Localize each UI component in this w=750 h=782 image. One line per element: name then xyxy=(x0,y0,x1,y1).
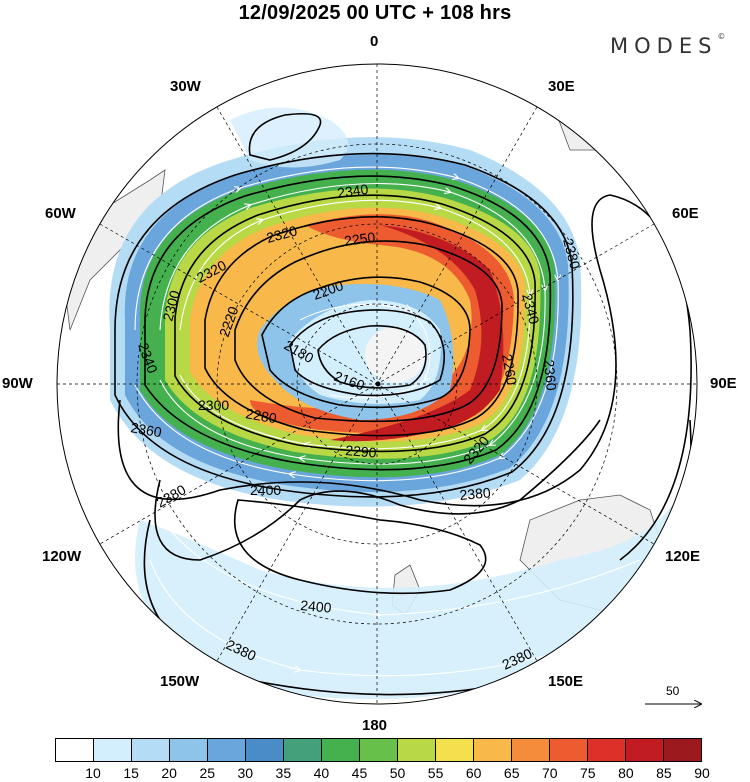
colorbar-tick-label: 70 xyxy=(541,765,558,781)
contour-label: 2300 xyxy=(159,288,183,322)
colorbar-swatch xyxy=(94,739,132,761)
colorbar-tick-label: 75 xyxy=(580,765,596,781)
contour-label: 2250 xyxy=(343,229,376,249)
colorbar-swatch xyxy=(664,739,701,761)
vector-scale-arrow-icon xyxy=(645,698,705,710)
colorbar-swatch xyxy=(398,739,436,761)
brand-name: MODES xyxy=(610,34,718,58)
colorbar-tick-label: 35 xyxy=(275,765,292,781)
colorbar-tick-label: 25 xyxy=(199,765,216,781)
colorbar-tick-label: 65 xyxy=(503,765,520,781)
colorbar-tick-label: 60 xyxy=(465,765,482,781)
contour-label: 2340 xyxy=(336,181,369,201)
pole-marker xyxy=(375,381,381,387)
colorbar-swatch xyxy=(550,739,588,761)
contour-label: 2360 xyxy=(129,419,163,440)
colorbar-swatch xyxy=(588,739,626,761)
contour-label: 2340 xyxy=(519,292,543,326)
streamline-5 xyxy=(169,529,641,615)
height-contours xyxy=(114,112,692,696)
lon-label-0: 0 xyxy=(370,33,379,50)
contour-label-group: 2340 2320 2250 2320 2200 2380 2340 2300 … xyxy=(129,181,583,673)
contour-2340 xyxy=(114,152,574,498)
colorbar-tick-label: 40 xyxy=(313,765,330,781)
streamline-3 xyxy=(134,166,558,482)
colorbar-swatch xyxy=(436,739,474,761)
contour-label: 2380 xyxy=(459,484,492,503)
contour-2400 xyxy=(233,499,487,595)
colorbar-swatch xyxy=(56,739,94,761)
colorbar-tick-label: 85 xyxy=(656,765,672,781)
colorbar-tick-label: 45 xyxy=(351,765,368,781)
lon-label-150w: 150W xyxy=(160,673,200,690)
contour-2250 xyxy=(234,240,503,423)
vector-scale-label: 50 xyxy=(666,684,680,698)
colorbar-tick-label: 15 xyxy=(123,765,139,781)
contour-label: 2400 xyxy=(250,482,281,498)
lat-circle-80 xyxy=(296,303,458,465)
lon-label-120e: 120E xyxy=(665,548,701,565)
band-15-south xyxy=(135,460,692,699)
colorbar-swatch xyxy=(512,739,550,761)
lon-label-150e: 150E xyxy=(548,673,584,690)
wind-streamlines xyxy=(134,166,641,677)
colorbar-swatch xyxy=(170,739,208,761)
map-field xyxy=(57,64,697,704)
contour-label: 2400 xyxy=(300,597,333,616)
contour-label: 2290 xyxy=(345,442,378,461)
lon-label-180: 180 xyxy=(362,717,388,734)
colorbar-tick-label: 80 xyxy=(618,765,634,781)
colorbar-tick-label: 90 xyxy=(694,765,710,781)
lon-label-30w: 30W xyxy=(170,78,201,95)
lon-label-90e: 90E xyxy=(710,375,737,392)
brand-logo: MODES© xyxy=(610,32,726,58)
contour-2200 xyxy=(261,276,471,409)
colorbar-swatch xyxy=(626,739,664,761)
copyright-mark: © xyxy=(717,32,726,41)
lon-label-120w: 120W xyxy=(42,548,82,565)
colorbar-swatch xyxy=(132,739,170,761)
contour-2360 xyxy=(117,194,692,561)
colorbar-tick-label: 55 xyxy=(427,765,444,781)
colorbar-swatch xyxy=(322,739,360,761)
streamline-6 xyxy=(299,303,430,399)
lon-label-30e: 30E xyxy=(548,78,575,95)
contour-label: 2360 xyxy=(541,359,560,392)
contour-label: 2380 xyxy=(560,237,584,271)
lon-label-60w: 60W xyxy=(45,205,76,222)
contour-2320 xyxy=(144,175,552,471)
colorbar-tick-label: 20 xyxy=(161,765,177,781)
colorbar-swatch xyxy=(360,739,398,761)
band-15-north xyxy=(230,107,348,168)
contour-2380 xyxy=(154,419,601,561)
contour-label: 2280 xyxy=(244,405,278,426)
contour-label: 2320 xyxy=(265,222,299,246)
colorbar-swatch xyxy=(246,739,284,761)
colorbar-tick-label: 50 xyxy=(389,765,406,781)
contour-label: 2300 xyxy=(198,397,229,413)
contour-label: 2260 xyxy=(499,353,520,387)
colorbar-swatch xyxy=(284,739,322,761)
contour-2160 xyxy=(317,325,427,389)
streamline-4 xyxy=(149,559,601,677)
polar-map: 2340 2320 2250 2320 2200 2380 2340 2300 … xyxy=(56,63,698,705)
chart-title: 12/09/2025 00 UTC + 108 hrs xyxy=(238,2,512,24)
colorbar-tick-label: 30 xyxy=(237,765,254,781)
colorbar-swatch xyxy=(474,739,512,761)
contour-2180 xyxy=(289,309,446,397)
colorbar-tick-label: 10 xyxy=(85,765,101,781)
map-boundary xyxy=(56,63,698,705)
colorbar-swatch xyxy=(208,739,246,761)
contour-2300 xyxy=(174,194,536,453)
lon-label-90w: 90W xyxy=(2,375,33,392)
contour-high-north xyxy=(248,112,322,161)
lon-label-60e: 60E xyxy=(672,205,699,222)
colorbar xyxy=(55,738,702,762)
